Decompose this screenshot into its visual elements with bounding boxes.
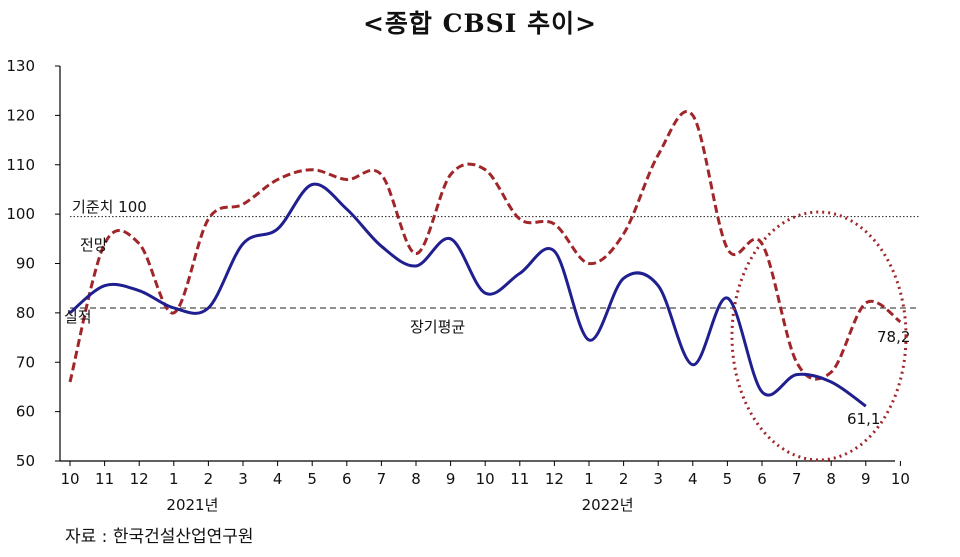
x-tick-label: 3 (238, 470, 248, 488)
y-tick-label: 110 (6, 156, 35, 174)
y-tick-label: 120 (6, 106, 35, 124)
year-label: 2022년 (582, 496, 634, 514)
year-label: 2021년 (166, 496, 218, 514)
data-label: 61,1 (847, 410, 880, 428)
series-lines (68, 110, 902, 408)
x-tick-label: 11 (95, 470, 114, 488)
x-tick-label: 10 (60, 470, 79, 488)
y-tick-label: 80 (16, 304, 35, 322)
y-tick-label: 50 (16, 452, 35, 470)
x-tick-label: 5 (723, 470, 733, 488)
y-tick-label: 100 (6, 205, 35, 223)
source-note: 자료 : 한국건설산업연구원 (65, 527, 254, 547)
x-tick-label: 9 (861, 470, 871, 488)
series-line-actual (69, 182, 867, 408)
chart-title: <종합 CBSI 추이> (362, 9, 598, 38)
x-tick-label: 7 (792, 470, 802, 488)
series-line-forecast (68, 110, 902, 383)
x-tick-label: 10 (891, 470, 910, 488)
series-label: 실적 (64, 308, 92, 326)
x-tick-label: 6 (757, 470, 767, 488)
reference-line-label: 장기평균 (410, 318, 465, 336)
x-tick-label: 8 (826, 470, 836, 488)
x-tick-label: 11 (510, 470, 529, 488)
x-tick-label: 2 (204, 470, 214, 488)
x-tick-label: 5 (307, 470, 317, 488)
y-tick-label: 70 (16, 353, 35, 371)
y-tick-label: 130 (6, 57, 35, 75)
x-tick-label: 10 (476, 470, 495, 488)
x-tick-label: 3 (653, 470, 663, 488)
x-tick-label: 6 (342, 470, 352, 488)
x-tick-label: 8 (411, 470, 421, 488)
reference-lines: 기준치 100 장기평균 (70, 198, 920, 336)
x-tick-label: 12 (545, 470, 564, 488)
reference-line-label: 기준치 100 (72, 198, 147, 216)
series-label: 전망 (80, 236, 108, 254)
x-tick-label: 4 (273, 470, 283, 488)
x-tick-label: 9 (446, 470, 456, 488)
highlight-circle (730, 210, 908, 462)
x-tick-label: 4 (688, 470, 698, 488)
y-tick-label: 60 (16, 403, 35, 421)
x-tick-label: 7 (377, 470, 387, 488)
x-tick-label: 12 (130, 470, 149, 488)
x-tick-label: 1 (584, 470, 594, 488)
data-label: 78,2 (877, 328, 910, 346)
y-tick-label: 90 (16, 255, 35, 273)
x-tick-label: 1 (169, 470, 179, 488)
x-tick-label: 2 (619, 470, 629, 488)
